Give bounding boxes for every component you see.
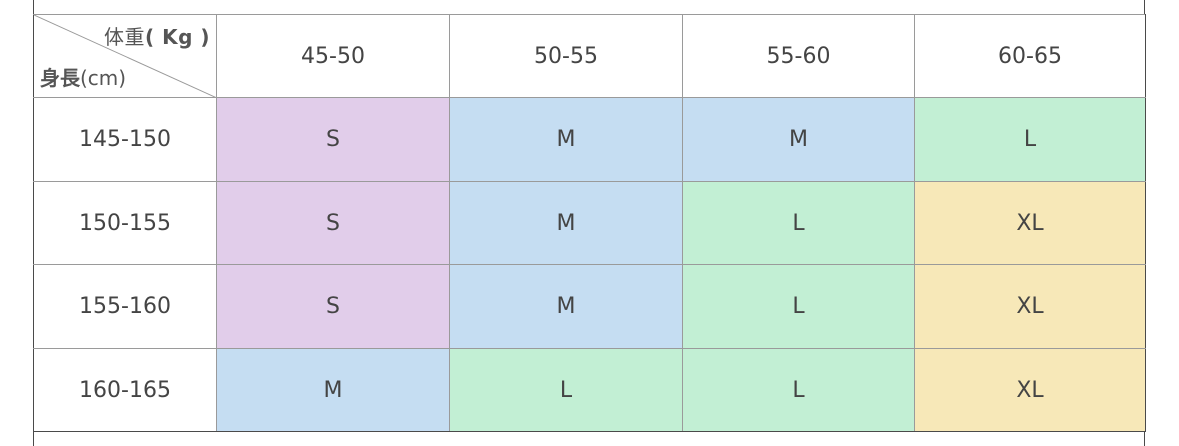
table-frame-bottom [33,431,1145,446]
weight-col-header: 50-55 [449,14,683,98]
size-cell: L [682,348,915,432]
size-cell: S [216,181,450,265]
size-chart-table: 体重( Kg ) 身長(cm) 45-50 50-55 55-60 60-65 … [33,14,1146,432]
table-row: 155-160 S M L XL [33,264,1146,349]
weight-axis-label: 体重( Kg ) [103,25,210,49]
height-row-header: 160-165 [33,348,217,432]
weight-col-header: 45-50 [216,14,450,98]
height-row-header: 150-155 [33,181,217,265]
size-cell: S [216,97,450,182]
table-row: 160-165 M L L XL [33,348,1146,432]
size-cell: L [449,348,683,432]
table-row: 145-150 S M M L [33,97,1146,182]
weight-col-header: 55-60 [682,14,915,98]
corner-diagonal [34,15,217,98]
size-cell: M [449,97,683,182]
size-cell: S [216,264,450,349]
size-cell: L [914,97,1146,182]
size-cell: XL [914,348,1146,432]
height-axis-label: 身長(cm) [40,66,127,90]
corner-cell: 体重( Kg ) 身長(cm) [33,14,217,98]
header-row: 体重( Kg ) 身長(cm) 45-50 50-55 55-60 60-65 [33,14,1146,98]
size-cell: M [449,181,683,265]
weight-col-header: 60-65 [914,14,1146,98]
table-frame-top [33,0,1145,14]
size-cell: M [216,348,450,432]
size-cell: M [682,97,915,182]
size-cell: XL [914,181,1146,265]
size-cell: L [682,181,915,265]
size-cell: L [682,264,915,349]
size-cell: M [449,264,683,349]
table-row: 150-155 S M L XL [33,181,1146,265]
size-cell: XL [914,264,1146,349]
height-row-header: 145-150 [33,97,217,182]
height-row-header: 155-160 [33,264,217,349]
